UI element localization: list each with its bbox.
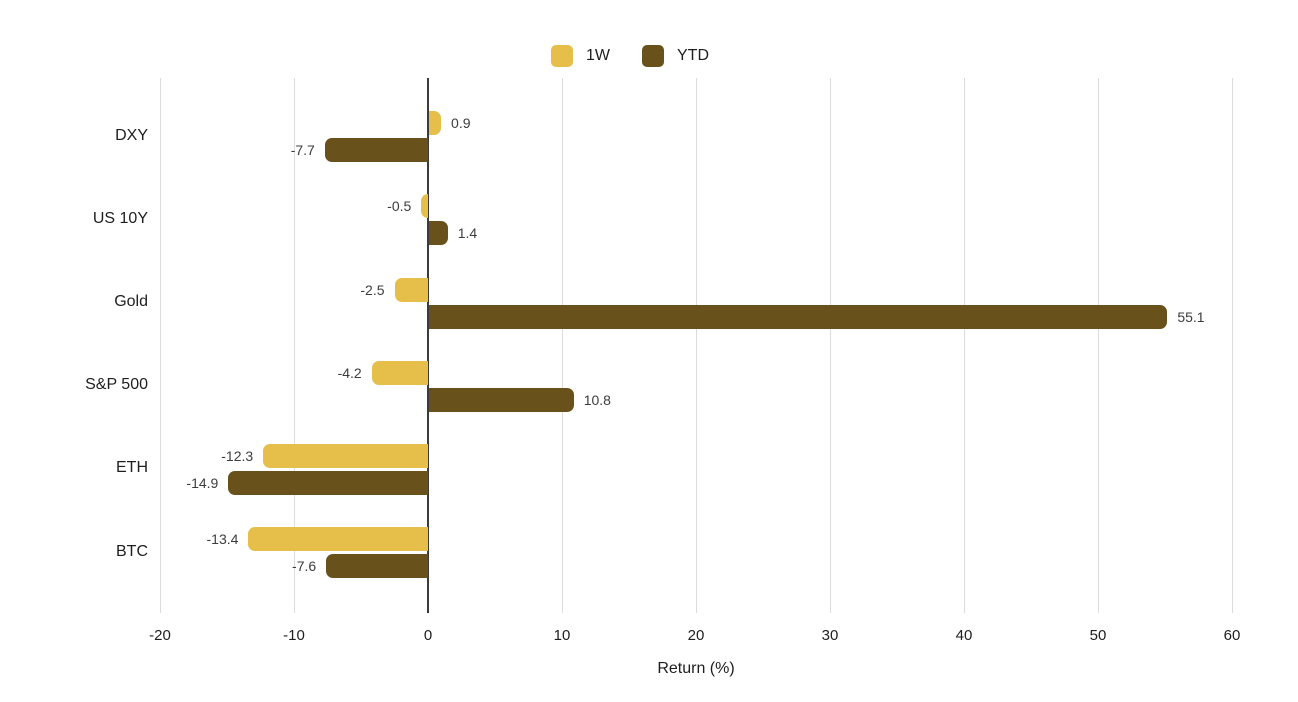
bar-1w-eth [263,443,428,468]
value-label-ytd-s-p-500: 10.8 [583,391,611,408]
value-label-1w-eth: -12.3 [221,447,254,464]
legend-label-1w: 1W [586,47,610,64]
legend: 1W YTD [551,45,709,67]
value-label-1w-btc: -13.4 [206,531,239,548]
value-label-ytd-btc: -7.6 [292,558,317,575]
x-tick-label-neg20: -20 [149,627,171,644]
bar-1w-btc [248,527,428,552]
legend-item-1w: 1W [551,45,610,67]
legend-label-ytd: YTD [677,47,709,64]
value-label-ytd-us-10y: 1.4 [457,225,478,242]
x-tick-label-40: 40 [955,627,973,644]
gridline-40 [963,78,965,613]
value-label-1w-s-p-500: -4.2 [337,364,362,381]
value-label-1w-dxy: 0.9 [451,115,471,132]
category-label-eth: ETH [116,459,148,477]
gridline-30 [829,78,831,613]
category-label-s-p-500: S&P 500 [85,376,148,394]
gridline-50 [1097,78,1099,613]
bar-1w-us-10y [421,194,428,219]
legend-swatch-1w-icon [551,45,573,67]
x-tick-label-50: 50 [1089,627,1107,644]
category-label-us-10y: US 10Y [92,209,148,227]
bar-ytd-s-p-500 [429,387,574,412]
legend-swatch-ytd-icon [642,45,664,67]
bar-1w-dxy [429,111,442,136]
gridline-neg10 [293,78,295,613]
legend-item-ytd: YTD [642,45,709,67]
value-label-ytd-eth: -14.9 [186,474,219,491]
category-label-dxy: DXY [115,126,148,144]
x-tick-label-60: 60 [1223,627,1241,644]
zero-axis-line [427,78,429,613]
value-label-ytd-gold: 55.1 [1177,308,1205,325]
bar-ytd-dxy [324,138,428,163]
gridline-20 [695,78,697,613]
bar-1w-s-p-500 [371,360,428,385]
x-tick-label-10: 10 [553,627,571,644]
category-label-btc: BTC [116,542,148,560]
bar-ytd-us-10y [429,221,448,246]
bar-ytd-gold [429,304,1168,329]
gridline-10 [561,78,563,613]
x-tick-label-neg10: -10 [283,627,305,644]
gridline-60 [1231,78,1233,613]
category-label-gold: Gold [114,293,148,310]
x-tick-label-20: 20 [687,627,705,644]
gridline-neg20 [159,78,161,613]
bar-ytd-eth [228,470,428,495]
bar-1w-gold [394,277,428,302]
value-label-1w-gold: -2.5 [360,281,385,298]
x-tick-label-30: 30 [821,627,839,644]
value-label-ytd-dxy: -7.7 [290,142,315,159]
value-label-1w-us-10y: -0.5 [387,198,412,215]
x-tick-label-0: 0 [423,627,433,644]
x-axis-title: Return (%) [657,660,735,677]
bar-ytd-btc [326,554,428,579]
